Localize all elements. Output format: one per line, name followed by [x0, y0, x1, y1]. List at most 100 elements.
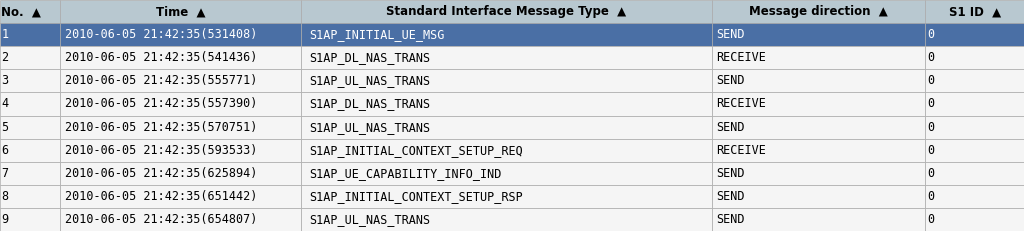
Text: 2010-06-05 21:42:35(555771): 2010-06-05 21:42:35(555771) — [66, 74, 257, 87]
Text: 2: 2 — [1, 51, 8, 64]
Bar — [712, 185, 926, 208]
Text: SEND: SEND — [716, 213, 744, 226]
Bar — [712, 23, 926, 46]
Text: S1AP_UL_NAS_TRANS: S1AP_UL_NAS_TRANS — [309, 213, 430, 226]
Text: 0: 0 — [928, 74, 935, 87]
Text: 4: 4 — [1, 97, 8, 110]
Bar — [926, 46, 1024, 69]
Bar — [712, 162, 926, 185]
Bar — [60, 162, 301, 185]
Bar — [0, 69, 60, 92]
Bar — [0, 23, 60, 46]
Bar — [712, 69, 926, 92]
Bar — [0, 116, 60, 139]
Bar — [0, 46, 60, 69]
Text: Message direction  ▲: Message direction ▲ — [750, 5, 888, 18]
Bar — [0, 208, 60, 231]
Bar — [926, 116, 1024, 139]
Text: 9: 9 — [1, 213, 8, 226]
Text: Standard Interface Message Type  ▲: Standard Interface Message Type ▲ — [386, 5, 627, 18]
Text: S1AP_INITIAL_CONTEXT_SETUP_RSP: S1AP_INITIAL_CONTEXT_SETUP_RSP — [309, 190, 523, 203]
Text: SEND: SEND — [716, 190, 744, 203]
Text: 2010-06-05 21:42:35(593533): 2010-06-05 21:42:35(593533) — [66, 144, 257, 157]
Bar — [926, 208, 1024, 231]
Text: Time  ▲: Time ▲ — [156, 5, 206, 18]
Bar — [60, 0, 301, 23]
Bar — [0, 162, 60, 185]
Text: SEND: SEND — [716, 28, 744, 41]
Text: S1AP_INITIAL_UE_MSG: S1AP_INITIAL_UE_MSG — [309, 28, 444, 41]
Bar — [926, 0, 1024, 23]
Text: S1AP_UL_NAS_TRANS: S1AP_UL_NAS_TRANS — [309, 121, 430, 134]
Text: SEND: SEND — [716, 74, 744, 87]
Bar — [926, 69, 1024, 92]
Bar — [301, 0, 712, 23]
Bar — [926, 23, 1024, 46]
Bar — [301, 46, 712, 69]
Bar — [301, 92, 712, 116]
Text: 0: 0 — [928, 28, 935, 41]
Text: 2010-06-05 21:42:35(541436): 2010-06-05 21:42:35(541436) — [66, 51, 257, 64]
Text: No.  ▲: No. ▲ — [1, 5, 41, 18]
Text: 0: 0 — [928, 97, 935, 110]
Bar — [0, 139, 60, 162]
Bar — [0, 0, 60, 23]
Bar — [0, 92, 60, 116]
Bar — [301, 139, 712, 162]
Bar — [712, 92, 926, 116]
Text: 7: 7 — [1, 167, 8, 180]
Text: 0: 0 — [928, 144, 935, 157]
Text: S1AP_UE_CAPABILITY_INFO_IND: S1AP_UE_CAPABILITY_INFO_IND — [309, 167, 502, 180]
Bar — [712, 46, 926, 69]
Bar — [0, 185, 60, 208]
Text: 2010-06-05 21:42:35(570751): 2010-06-05 21:42:35(570751) — [66, 121, 257, 134]
Text: 0: 0 — [928, 121, 935, 134]
Text: 0: 0 — [928, 51, 935, 64]
Text: S1 ID  ▲: S1 ID ▲ — [948, 5, 1000, 18]
Bar — [301, 116, 712, 139]
Text: SEND: SEND — [716, 121, 744, 134]
Bar — [301, 23, 712, 46]
Bar — [60, 69, 301, 92]
Text: SEND: SEND — [716, 167, 744, 180]
Text: 2010-06-05 21:42:35(651442): 2010-06-05 21:42:35(651442) — [66, 190, 257, 203]
Text: 1: 1 — [1, 28, 8, 41]
Text: 0: 0 — [928, 213, 935, 226]
Bar — [60, 185, 301, 208]
Text: 0: 0 — [928, 190, 935, 203]
Bar — [712, 139, 926, 162]
Text: 6: 6 — [1, 144, 8, 157]
Text: S1AP_INITIAL_CONTEXT_SETUP_REQ: S1AP_INITIAL_CONTEXT_SETUP_REQ — [309, 144, 523, 157]
Text: RECEIVE: RECEIVE — [716, 144, 766, 157]
Bar — [60, 208, 301, 231]
Bar — [712, 208, 926, 231]
Bar — [712, 116, 926, 139]
Bar — [60, 92, 301, 116]
Text: S1AP_UL_NAS_TRANS: S1AP_UL_NAS_TRANS — [309, 74, 430, 87]
Bar — [60, 116, 301, 139]
Bar — [926, 92, 1024, 116]
Text: 3: 3 — [1, 74, 8, 87]
Text: 2010-06-05 21:42:35(625894): 2010-06-05 21:42:35(625894) — [66, 167, 257, 180]
Text: RECEIVE: RECEIVE — [716, 51, 766, 64]
Text: 5: 5 — [1, 121, 8, 134]
Text: 2010-06-05 21:42:35(654807): 2010-06-05 21:42:35(654807) — [66, 213, 257, 226]
Bar — [60, 23, 301, 46]
Bar — [301, 162, 712, 185]
Bar — [926, 185, 1024, 208]
Text: 8: 8 — [1, 190, 8, 203]
Text: S1AP_DL_NAS_TRANS: S1AP_DL_NAS_TRANS — [309, 51, 430, 64]
Text: S1AP_DL_NAS_TRANS: S1AP_DL_NAS_TRANS — [309, 97, 430, 110]
Text: RECEIVE: RECEIVE — [716, 97, 766, 110]
Bar — [926, 139, 1024, 162]
Bar — [301, 69, 712, 92]
Text: 2010-06-05 21:42:35(531408): 2010-06-05 21:42:35(531408) — [66, 28, 257, 41]
Text: 0: 0 — [928, 167, 935, 180]
Text: 2010-06-05 21:42:35(557390): 2010-06-05 21:42:35(557390) — [66, 97, 257, 110]
Bar — [301, 208, 712, 231]
Bar — [301, 185, 712, 208]
Bar — [926, 162, 1024, 185]
Bar — [712, 0, 926, 23]
Bar — [60, 46, 301, 69]
Bar — [60, 139, 301, 162]
